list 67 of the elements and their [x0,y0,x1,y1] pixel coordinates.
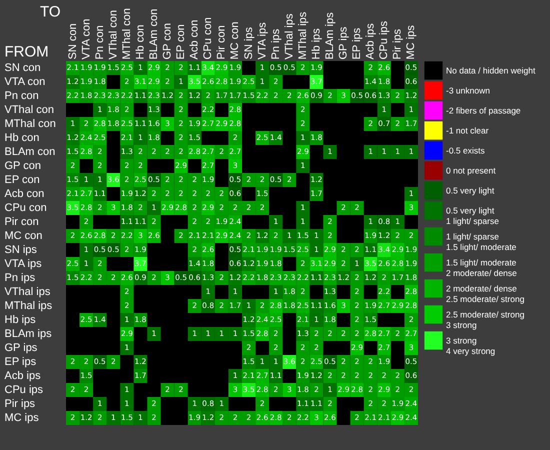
x-tick-label: GP con [162,23,174,60]
legend-label: -0.5 exists [446,146,485,156]
x-tick-label: Pn ips [270,28,282,60]
y-tick-label: VTA ips [4,258,42,270]
y-tick-label: MThal con [4,118,56,130]
x-tick-label: VTA con [80,18,92,60]
x-tick-label: BLAm con [148,8,160,60]
legend-label: -1 not clear [446,126,489,136]
legend-label: 0.5 very light [446,186,495,196]
x-tick-label: EP ips [351,27,364,60]
x-tick-label: SN con [66,23,79,60]
y-tick-label: SN con [4,62,41,74]
x-tick-label: BLAm ips [324,12,336,60]
legend-label: 2 moderate/ dense 2.5 moderate/ strong [446,284,525,304]
x-tick-label: CPu con [202,17,214,60]
x-tick-label: CPu ips [378,20,390,60]
legend-label: 0.5 very light 1 light/ sparse [446,206,500,226]
y-tick-label: Acb ips [4,370,42,382]
y-tick-label: BLAm ips [4,328,52,340]
x-axis-title: TO [40,4,60,20]
y-tick-label: VThal con [4,104,54,116]
x-tick-label: MC ips [405,24,418,60]
x-tick-label: Hb con [134,24,146,60]
y-tick-label: MC ips [4,412,40,424]
x-tick-label: GP ips [338,26,350,60]
x-tick-label: VThal ips [283,13,296,60]
y-tick-label: Pn con [4,90,39,102]
y-tick-label: EP con [4,174,40,186]
y-tick-label: MThal ips [4,300,53,312]
y-tick-label: Pir ips [4,398,36,410]
x-tick-label: Hb ips [310,28,322,60]
x-tick-label: Pir ips [392,28,404,60]
legend-label: 0 not present [446,166,496,176]
x-tick-label: VTA ips [256,22,268,60]
y-tick-label: Acb con [4,188,44,200]
x-tick-label: Pir con [216,25,228,60]
y-tick-label: MC con [4,230,42,242]
y-tick-label: BLAm con [4,146,56,158]
y-tick-label: EP ips [4,356,37,368]
x-tick-label: Acb ips [364,22,377,60]
legend-label: 3 strong 4 very strong [446,336,496,356]
y-tick-label: VThal ips [4,286,51,298]
y-tick-label: SN ips [4,244,38,256]
x-tick-label: MThal con [120,8,133,60]
y-tick-label: GP con [4,160,41,172]
legend-label: -3 unknown [446,86,490,96]
y-tick-label: VTA con [4,76,46,88]
y-axis-title: FROM [4,44,49,60]
y-tick-label: Hb con [4,132,40,144]
x-tick-label: MC con [229,22,242,60]
x-tick-label: Pn con [94,25,106,60]
y-tick-label: Hb ips [4,314,36,326]
legend-label: -2 fibers of passage [446,106,521,116]
y-tick-label: GP ips [4,342,38,354]
legend-label: No data / hidden weight [446,66,536,76]
y-tick-label: Pir con [4,216,39,228]
x-tick-label: Acb con [188,20,201,60]
legend-label: 2.5 moderate/ strong 3 strong [446,310,525,330]
x-tick-label: MThal ips [296,11,309,60]
legend-label: 1.5 light/ moderate 2 moderate/ dense [446,258,518,278]
x-tick-label: SN ips [242,26,255,60]
x-tick-label: VThal con [107,10,120,60]
x-tick-label: EP con [175,24,188,60]
legend-label: 1 light/ sparse 1.5 light/ moderate [446,232,517,252]
y-tick-label: Pn ips [4,272,36,284]
y-tick-label: CPu con [4,202,47,214]
y-tick-label: CPu ips [4,384,44,396]
